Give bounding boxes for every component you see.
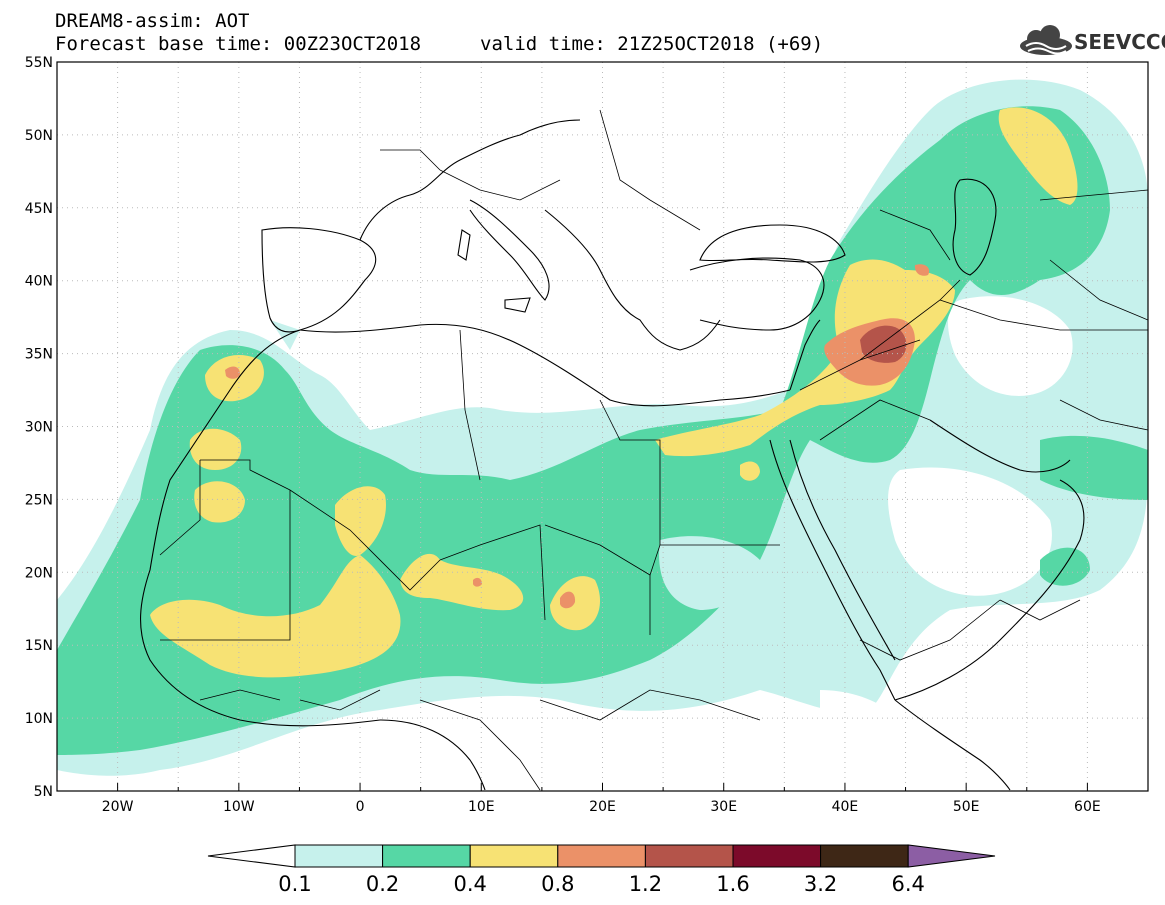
colorbar-swatch: [644, 844, 734, 868]
lat-label: 35N: [25, 347, 53, 363]
colorbar-swatch: [820, 844, 909, 868]
cloud-icon: [1020, 25, 1072, 55]
logo-text: SEEVCCC: [1074, 30, 1165, 54]
axis-ticks: [56, 783, 1149, 791]
colorbar-label: 0.1: [278, 872, 311, 896]
lat-label: 50N: [25, 128, 53, 144]
colorbar-swatch: [732, 844, 822, 868]
longitude-labels: 20W 10W 0 10E 20E 30E 40E 50E 60E: [102, 799, 1101, 815]
lon-label: 10E: [468, 799, 495, 815]
lon-label: 60E: [1074, 799, 1101, 815]
colorbar-swatch: [469, 844, 559, 868]
lat-label: 55N: [25, 55, 53, 71]
lat-label: 25N: [25, 492, 53, 508]
borders: [159, 109, 1148, 791]
coastlines: [140, 119, 1085, 791]
colorbar-label: 0.4: [453, 872, 486, 896]
colorbar-swatch: [294, 844, 384, 868]
latitude-labels: 5N 10N 15N 20N 25N 30N 35N 40N 45N 50N 55N: [25, 55, 53, 800]
forecast-base-time: Forecast base time: 00Z23OCT2018: [55, 33, 422, 55]
colorbar-label: 1.2: [629, 872, 662, 896]
colorbar-swatch: [382, 844, 471, 868]
colorbar-under-triangle: [207, 844, 296, 868]
lat-label: 40N: [25, 274, 53, 290]
lon-label: 50E: [953, 799, 980, 815]
lat-label: 5N: [34, 784, 53, 800]
map-title: DREAM8-assim: AOT: [55, 10, 250, 32]
lon-label: 40E: [832, 799, 859, 815]
lon-label: 20E: [589, 799, 616, 815]
colorbar-label: 0.8: [541, 872, 574, 896]
lat-label: 10N: [25, 711, 53, 727]
lat-label: 30N: [25, 420, 53, 436]
seevccc-logo: SEEVCCC: [1018, 24, 1165, 58]
lon-label: 0: [356, 799, 365, 815]
lat-label: 15N: [25, 638, 53, 654]
aot-field: [57, 79, 1148, 790]
lon-label: 30E: [710, 799, 737, 815]
colorbar-label: 3.2: [804, 872, 837, 896]
colorbar: 0.1 0.2 0.4 0.8 1.2 1.6 3.2 6.4: [207, 844, 996, 896]
colorbar-label: 1.6: [716, 872, 749, 896]
colorbar-label: 0.2: [366, 872, 399, 896]
lat-label: 45N: [25, 201, 53, 217]
colorbar-swatch: [557, 844, 646, 868]
colorbar-label: 6.4: [891, 872, 924, 896]
colorbar-over-triangle: [907, 844, 996, 868]
lon-label: 20W: [102, 799, 134, 815]
lat-label: 20N: [25, 565, 53, 581]
lon-label: 10W: [223, 799, 255, 815]
valid-time: valid time: 21Z25OCT2018 (+69): [480, 33, 824, 55]
